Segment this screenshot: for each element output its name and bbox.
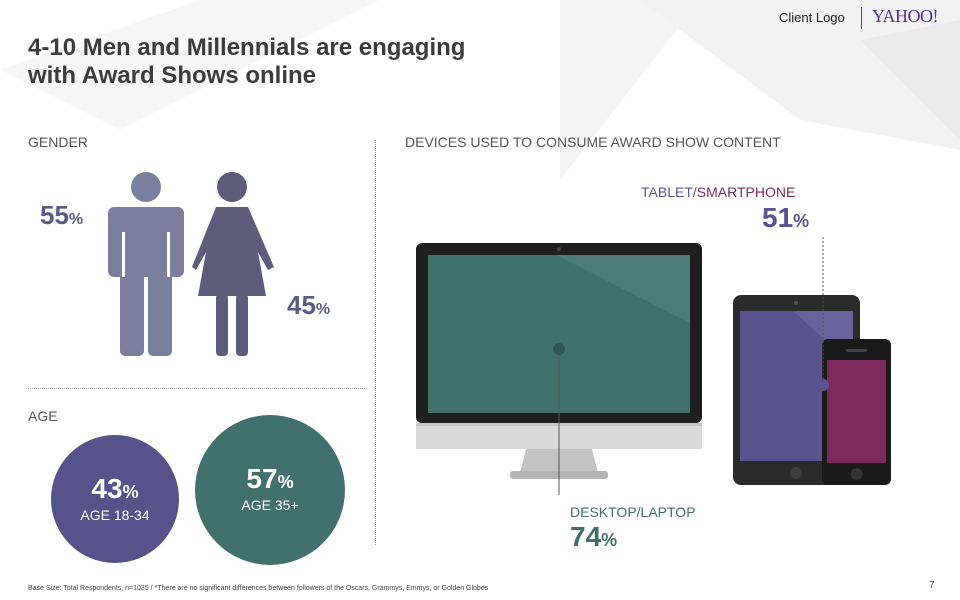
age-35-plus-sign: % xyxy=(277,472,294,492)
desktop-laptop-percentage: 74% xyxy=(570,521,617,553)
age-35-plus-value: 57 xyxy=(246,463,278,494)
smartphone-icon xyxy=(822,339,891,485)
client-logo: Client Logo xyxy=(779,10,845,25)
age-18-34-percentage: 43% xyxy=(51,473,179,505)
male-figure-icon xyxy=(108,172,184,356)
section-divider-horizontal xyxy=(28,388,365,389)
female-percentage-sign: % xyxy=(315,301,331,318)
title-line-2: with Award Shows online xyxy=(28,62,317,89)
age-35-plus-percentage: 57% xyxy=(195,463,345,495)
smartphone-label: SMARTPHONE xyxy=(696,184,796,200)
female-percentage: 45% xyxy=(287,290,330,321)
slide-title: 4-10 Men and Millennials are engaging wi… xyxy=(28,34,465,90)
devices-section-label: DEVICES USED TO CONSUME AWARD SHOW CONTE… xyxy=(405,134,781,150)
age-18-34-circle: 43% AGE 18-34 xyxy=(51,435,179,563)
age-18-34-sign: % xyxy=(122,482,139,502)
section-divider-vertical xyxy=(375,140,376,545)
desktop-laptop-sign: % xyxy=(601,530,618,550)
logo-divider xyxy=(861,7,862,29)
title-line-1: 4-10 Men and Millennials are engaging xyxy=(28,34,466,61)
desktop-laptop-label: DESKTOP/LAPTOP xyxy=(570,504,696,520)
male-percentage-sign: % xyxy=(68,211,84,228)
female-figure-icon xyxy=(192,172,274,356)
tablet-smartphone-percentage: 51% xyxy=(762,202,809,234)
page-number: 7 xyxy=(929,580,935,591)
callout-lines xyxy=(553,237,829,495)
male-percentage-value: 55 xyxy=(40,200,69,230)
age-section-label: AGE xyxy=(28,408,58,424)
age-35-plus-label: AGE 35+ xyxy=(241,497,299,513)
age-18-34-label: AGE 18-34 xyxy=(80,507,150,523)
tablet-label: TABLET/ xyxy=(641,184,697,200)
age-35-plus-circle: 57% AGE 35+ xyxy=(195,415,345,565)
tablet-smartphone-label: TABLET/SMARTPHONE xyxy=(641,184,795,200)
age-18-34-value: 43 xyxy=(91,473,123,504)
desktop-laptop-value: 74 xyxy=(570,521,602,552)
footnote: Base Size: Total Respondents, n=1035 / *… xyxy=(28,585,489,592)
male-percentage: 55% xyxy=(40,200,83,231)
yahoo-logo: YAHOO! xyxy=(872,6,939,26)
tablet-smartphone-value: 51 xyxy=(762,202,794,233)
female-percentage-value: 45 xyxy=(287,290,316,320)
tablet-smartphone-sign: % xyxy=(793,211,810,231)
gender-section-label: GENDER xyxy=(28,134,88,150)
